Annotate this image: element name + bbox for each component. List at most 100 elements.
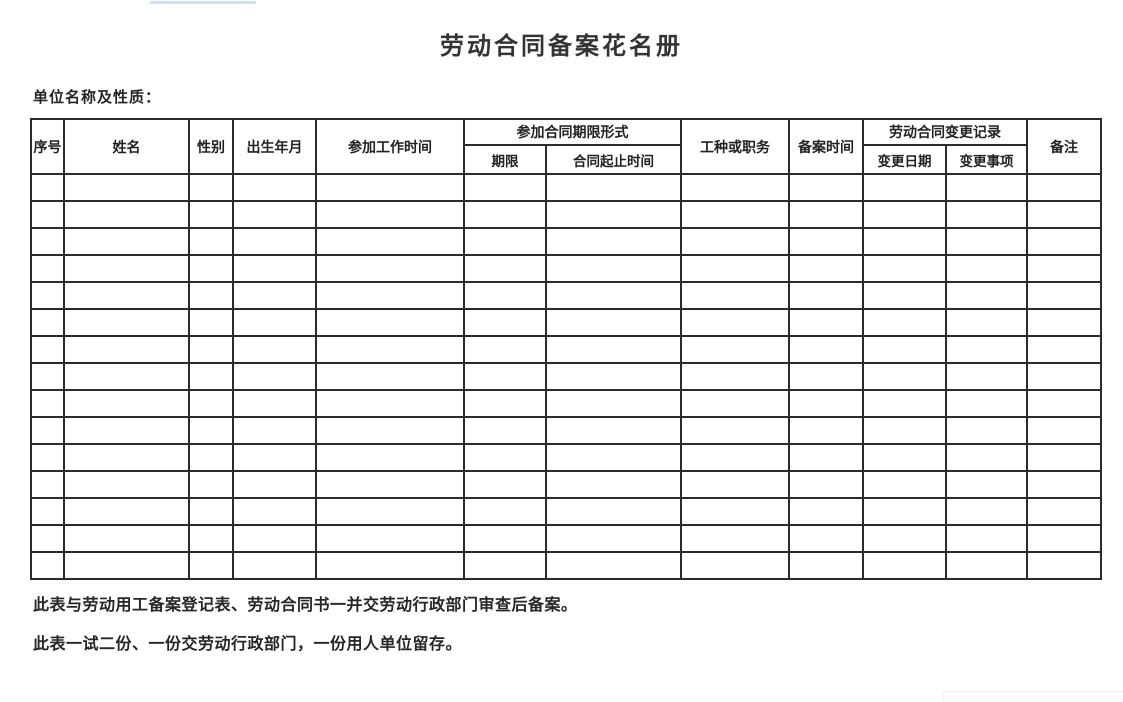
- empty-cell: [545, 497, 682, 526]
- empty-cell: [232, 551, 317, 580]
- empty-cell: [63, 524, 190, 553]
- empty-cell: [63, 227, 190, 256]
- empty-cell: [1026, 497, 1102, 526]
- empty-cell: [1026, 254, 1102, 283]
- empty-cell: [680, 227, 790, 256]
- empty-cell: [945, 200, 1028, 229]
- empty-cell: [788, 524, 864, 553]
- col-header-contract-period: 合同起止时间: [545, 144, 682, 175]
- empty-cell: [862, 173, 947, 202]
- empty-cell: [545, 281, 682, 310]
- table-row: [30, 551, 1102, 580]
- empty-cell: [788, 362, 864, 391]
- empty-cell: [63, 281, 190, 310]
- empty-cell: [463, 362, 547, 391]
- empty-cell: [680, 308, 790, 337]
- col-header-change-record-group: 劳动合同变更记录: [862, 118, 1028, 146]
- table-row: [30, 335, 1102, 364]
- empty-cell: [463, 389, 547, 418]
- col-header-seq: 序号: [30, 118, 65, 175]
- empty-cell: [945, 416, 1028, 445]
- table-row: [30, 281, 1102, 310]
- empty-cell: [63, 443, 190, 472]
- empty-cell: [232, 389, 317, 418]
- empty-cell: [862, 497, 947, 526]
- empty-cell: [862, 335, 947, 364]
- empty-cell: [315, 470, 465, 499]
- empty-cell: [30, 497, 65, 526]
- table-row: [30, 227, 1102, 256]
- empty-cell: [315, 335, 465, 364]
- empty-cell: [945, 551, 1028, 580]
- empty-cell: [63, 389, 190, 418]
- empty-cell: [63, 254, 190, 283]
- table-row: [30, 308, 1102, 337]
- empty-cell: [788, 281, 864, 310]
- empty-cell: [232, 335, 317, 364]
- empty-cell: [30, 551, 65, 580]
- col-header-birth-date: 出生年月: [232, 118, 317, 175]
- col-header-name: 姓名: [63, 118, 190, 175]
- empty-cell: [788, 335, 864, 364]
- empty-cell: [463, 470, 547, 499]
- col-header-filing-time: 备案时间: [788, 118, 864, 175]
- empty-cell: [463, 281, 547, 310]
- empty-cell: [788, 416, 864, 445]
- col-header-change-item: 变更事项: [945, 144, 1028, 175]
- empty-cell: [463, 308, 547, 337]
- empty-cell: [30, 524, 65, 553]
- empty-cell: [30, 281, 65, 310]
- empty-cell: [63, 551, 190, 580]
- empty-cell: [188, 254, 234, 283]
- empty-cell: [63, 362, 190, 391]
- empty-cell: [680, 551, 790, 580]
- empty-cell: [1026, 524, 1102, 553]
- empty-cell: [30, 416, 65, 445]
- empty-cell: [788, 173, 864, 202]
- col-header-remark: 备注: [1026, 118, 1102, 175]
- empty-cell: [63, 497, 190, 526]
- top-highlight-artifact: [150, 1, 256, 4]
- empty-cell: [1026, 335, 1102, 364]
- empty-cell: [862, 551, 947, 580]
- empty-cell: [463, 416, 547, 445]
- table-row: [30, 389, 1102, 418]
- empty-cell: [862, 416, 947, 445]
- empty-cell: [788, 308, 864, 337]
- col-header-gender: 性别: [188, 118, 234, 175]
- empty-cell: [680, 335, 790, 364]
- empty-cell: [30, 470, 65, 499]
- empty-cell: [315, 524, 465, 553]
- empty-cell: [545, 524, 682, 553]
- empty-cell: [188, 551, 234, 580]
- empty-cell: [315, 443, 465, 472]
- table-row: [30, 362, 1102, 391]
- empty-cell: [63, 470, 190, 499]
- empty-cell: [945, 389, 1028, 418]
- empty-cell: [188, 389, 234, 418]
- col-header-contract-term-group: 参加合同期限形式: [463, 118, 682, 146]
- empty-cell: [545, 173, 682, 202]
- table-row: [30, 200, 1102, 229]
- empty-cell: [945, 173, 1028, 202]
- empty-cell: [545, 470, 682, 499]
- header-row-top: 序号 姓名 性别 出生年月 参加工作时间 参加合同期限形式 工种或职务 备案时间…: [30, 118, 1102, 175]
- empty-cell: [862, 308, 947, 337]
- empty-cell: [788, 389, 864, 418]
- empty-cell: [232, 362, 317, 391]
- empty-cell: [680, 470, 790, 499]
- col-header-job-or-position: 工种或职务: [680, 118, 790, 175]
- empty-cell: [1026, 443, 1102, 472]
- empty-cell: [545, 416, 682, 445]
- empty-cell: [680, 254, 790, 283]
- empty-cell: [680, 443, 790, 472]
- empty-cell: [862, 524, 947, 553]
- empty-cell: [1026, 227, 1102, 256]
- empty-cell: [788, 497, 864, 526]
- empty-cell: [188, 173, 234, 202]
- empty-cell: [680, 173, 790, 202]
- empty-cell: [232, 470, 317, 499]
- empty-cell: [862, 227, 947, 256]
- empty-cell: [1026, 308, 1102, 337]
- empty-cell: [945, 443, 1028, 472]
